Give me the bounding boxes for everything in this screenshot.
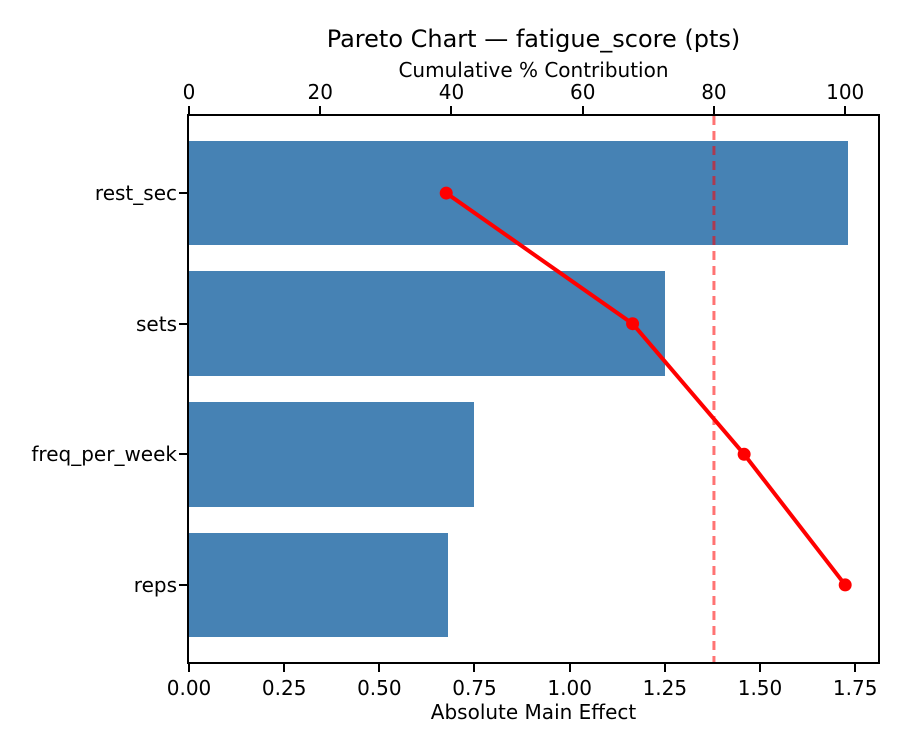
y-category-label: freq_per_week	[31, 442, 177, 467]
top-tick-label: 60	[569, 80, 596, 104]
top-tick-label: 0	[182, 80, 196, 104]
top-axis-label: Cumulative % Contribution	[398, 58, 669, 82]
bottom-tick-mark	[568, 664, 571, 672]
top-tick-mark	[844, 106, 847, 114]
top-tick-mark	[319, 106, 322, 114]
bottom-tick-label: 1.50	[737, 676, 783, 700]
bottom-tick-label: 0.00	[166, 676, 212, 700]
bottom-tick-label: 0.25	[261, 676, 307, 700]
bottom-tick-mark	[663, 664, 666, 672]
y-tick-mark	[179, 192, 187, 195]
top-tick-label: 80	[701, 80, 727, 104]
bottom-tick-mark	[283, 664, 286, 672]
y-tick-mark	[179, 453, 187, 456]
bottom-tick-mark	[854, 664, 857, 672]
y-category-label: rest_sec	[94, 181, 177, 206]
bottom-tick-label: 0.75	[452, 676, 497, 700]
y-category-label: sets	[136, 311, 177, 336]
bottom-tick-mark	[758, 664, 761, 672]
y-tick-mark	[179, 322, 187, 325]
bar-rest_sec	[189, 140, 848, 246]
bottom-tick-label: 1.75	[832, 676, 878, 700]
plot-area-spines	[187, 114, 880, 664]
bottom-tick-mark	[378, 664, 381, 672]
y-tick-mark	[179, 583, 187, 586]
top-tick-label: 20	[307, 80, 333, 104]
cumulative-point-sets	[626, 317, 640, 331]
chart-title: Pareto Chart — fatigue_score (pts)	[326, 25, 741, 53]
cumulative-point-freq_per_week	[737, 447, 751, 461]
bar-reps	[189, 532, 448, 638]
bottom-tick-label: 1.25	[642, 676, 688, 700]
cumulative-point-reps	[838, 578, 852, 592]
top-tick-label: 100	[826, 80, 865, 104]
bar-freq_per_week	[189, 402, 475, 507]
cumulative-point-rest_sec	[439, 186, 453, 200]
top-tick-mark	[450, 106, 453, 114]
bottom-axis-label: Absolute Main Effect	[430, 700, 637, 724]
plot-area	[189, 116, 878, 662]
top-tick-mark	[188, 106, 190, 114]
bottom-tick-mark	[188, 664, 190, 672]
top-tick-mark	[581, 106, 584, 114]
top-tick-mark	[712, 106, 715, 114]
y-category-label: reps	[133, 572, 177, 597]
bottom-tick-label: 1.00	[547, 676, 592, 700]
bottom-tick-label: 0.50	[357, 676, 402, 700]
cumulative-line	[445, 191, 847, 587]
cumulative-line-overlay	[439, 116, 852, 662]
bottom-tick-mark	[473, 664, 476, 672]
top-tick-label: 40	[438, 80, 465, 104]
